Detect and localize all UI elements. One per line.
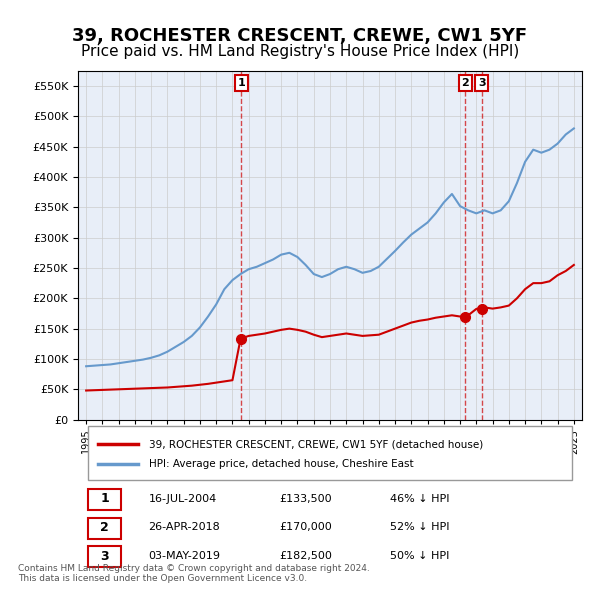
Text: £170,000: £170,000: [280, 523, 332, 532]
Text: £133,500: £133,500: [280, 494, 332, 504]
Text: 46% ↓ HPI: 46% ↓ HPI: [391, 494, 450, 504]
Text: Price paid vs. HM Land Registry's House Price Index (HPI): Price paid vs. HM Land Registry's House …: [81, 44, 519, 59]
FancyBboxPatch shape: [88, 518, 121, 539]
Text: 16-JUL-2004: 16-JUL-2004: [149, 494, 217, 504]
Text: 1: 1: [238, 78, 245, 88]
Text: 39, ROCHESTER CRESCENT, CREWE, CW1 5YF (detached house): 39, ROCHESTER CRESCENT, CREWE, CW1 5YF (…: [149, 439, 483, 449]
Text: £182,500: £182,500: [280, 551, 332, 561]
Text: 39, ROCHESTER CRESCENT, CREWE, CW1 5YF: 39, ROCHESTER CRESCENT, CREWE, CW1 5YF: [73, 27, 527, 45]
Text: 03-MAY-2019: 03-MAY-2019: [149, 551, 221, 561]
FancyBboxPatch shape: [88, 426, 572, 480]
Text: 50% ↓ HPI: 50% ↓ HPI: [391, 551, 450, 561]
FancyBboxPatch shape: [88, 490, 121, 510]
Text: 2: 2: [461, 78, 469, 88]
Text: 1: 1: [100, 493, 109, 506]
FancyBboxPatch shape: [88, 546, 121, 567]
Text: HPI: Average price, detached house, Cheshire East: HPI: Average price, detached house, Ches…: [149, 459, 413, 469]
Text: 26-APR-2018: 26-APR-2018: [149, 523, 220, 532]
Text: 3: 3: [100, 549, 109, 562]
Text: 52% ↓ HPI: 52% ↓ HPI: [391, 523, 450, 532]
Text: Contains HM Land Registry data © Crown copyright and database right 2024.
This d: Contains HM Land Registry data © Crown c…: [18, 563, 370, 583]
Text: 3: 3: [478, 78, 485, 88]
Text: 2: 2: [100, 521, 109, 534]
